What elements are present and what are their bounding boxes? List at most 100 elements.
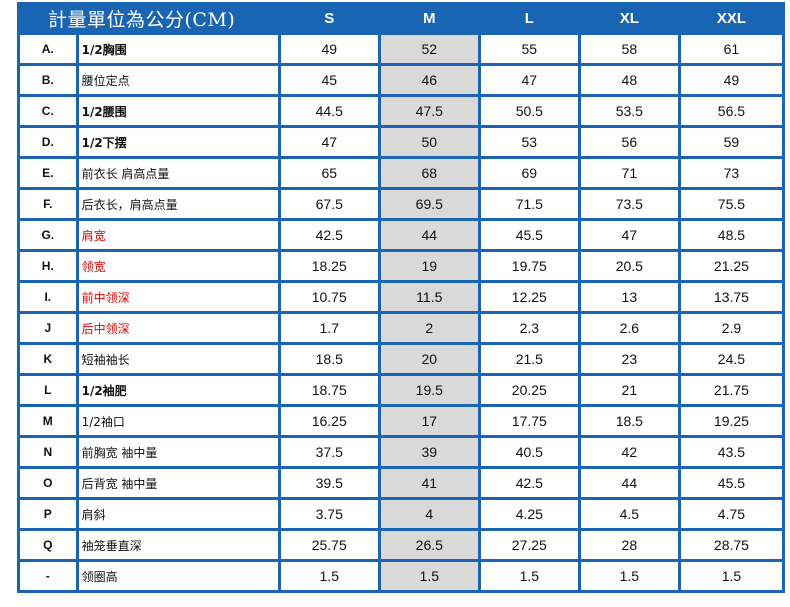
measurement-cell: 4.5 — [580, 500, 678, 528]
table-row: E. 前衣长 肩高点量 65 68 69 71 73 — [20, 159, 782, 187]
size-table: 計量單位為公分(CM) S M L XL XXL A. 1/2胸围 49 52 55 58… — [17, 2, 785, 593]
measurement-cell: 2 — [380, 314, 478, 342]
measurement-cell: 19.25 — [680, 407, 782, 435]
measurement-cell: 53.5 — [580, 97, 678, 125]
row-code: P — [20, 500, 76, 528]
row-label: 后衣长，肩高点量 — [78, 190, 278, 218]
header-row: 計量單位為公分(CM) S M L XL XXL — [20, 5, 782, 32]
measurement-cell: 2.3 — [480, 314, 578, 342]
row-code: E. — [20, 159, 76, 187]
row-code: H. — [20, 252, 76, 280]
measurement-cell: 61 — [680, 35, 782, 63]
measurement-cell: 49 — [680, 66, 782, 94]
row-code: D. — [20, 128, 76, 156]
row-label: 领圈高 — [78, 562, 278, 590]
measurement-cell: 69 — [480, 159, 578, 187]
row-code: N — [20, 438, 76, 466]
measurement-cell: 10.75 — [280, 283, 378, 311]
measurement-cell: 13 — [580, 283, 678, 311]
measurement-cell: 20 — [380, 345, 478, 373]
measurement-cell: 12.25 — [480, 283, 578, 311]
measurement-cell: 17.75 — [480, 407, 578, 435]
measurement-cell: 46 — [380, 66, 478, 94]
measurement-cell: 59 — [680, 128, 782, 156]
size-header-s: S — [280, 5, 378, 32]
measurement-cell: 13.75 — [680, 283, 782, 311]
table-row: M 1/2袖口 16.25 17 17.75 18.5 19.25 — [20, 407, 782, 435]
measurement-cell: 1.7 — [280, 314, 378, 342]
row-code: Q — [20, 531, 76, 559]
measurement-cell: 65 — [280, 159, 378, 187]
measurement-cell: 67.5 — [280, 190, 378, 218]
row-label: 前衣长 肩高点量 — [78, 159, 278, 187]
table-title: 計量單位為公分(CM) — [20, 5, 278, 32]
measurement-cell: 39 — [380, 438, 478, 466]
measurement-cell: 53 — [480, 128, 578, 156]
measurement-cell: 23 — [580, 345, 678, 373]
table-row: H. 领宽 18.25 19 19.75 20.5 21.25 — [20, 252, 782, 280]
measurement-cell: 50.5 — [480, 97, 578, 125]
measurement-cell: 58 — [580, 35, 678, 63]
row-code: C. — [20, 97, 76, 125]
row-code: B. — [20, 66, 76, 94]
measurement-cell: 68 — [380, 159, 478, 187]
row-label: 1/2腰围 — [78, 97, 278, 125]
measurement-cell: 25.75 — [280, 531, 378, 559]
table-row: L 1/2袖肥 18.75 19.5 20.25 21 21.75 — [20, 376, 782, 404]
row-code: K — [20, 345, 76, 373]
measurement-cell: 42.5 — [480, 469, 578, 497]
table-row: O 后背宽 袖中量 39.5 41 42.5 44 45.5 — [20, 469, 782, 497]
measurement-cell: 3.75 — [280, 500, 378, 528]
measurement-cell: 47 — [480, 66, 578, 94]
row-code: - — [20, 562, 76, 590]
measurement-cell: 1.5 — [280, 562, 378, 590]
row-label: 1/2袖肥 — [78, 376, 278, 404]
row-label: 肩斜 — [78, 500, 278, 528]
table-row: C. 1/2腰围 44.5 47.5 50.5 53.5 56.5 — [20, 97, 782, 125]
measurement-cell: 1.5 — [680, 562, 782, 590]
row-label: 前胸宽 袖中量 — [78, 438, 278, 466]
table-row: Q 袖笼垂直深 25.75 26.5 27.25 28 28.75 — [20, 531, 782, 559]
measurement-cell: 50 — [380, 128, 478, 156]
measurement-cell: 56.5 — [680, 97, 782, 125]
row-label: 腰位定点 — [78, 66, 278, 94]
measurement-cell: 4 — [380, 500, 478, 528]
measurement-cell: 44 — [580, 469, 678, 497]
measurement-cell: 21.25 — [680, 252, 782, 280]
row-label: 后背宽 袖中量 — [78, 469, 278, 497]
measurement-cell: 45.5 — [680, 469, 782, 497]
measurement-cell: 69.5 — [380, 190, 478, 218]
measurement-cell: 52 — [380, 35, 478, 63]
measurement-cell: 19 — [380, 252, 478, 280]
measurement-cell: 18.5 — [280, 345, 378, 373]
measurement-cell: 21.5 — [480, 345, 578, 373]
row-code: J — [20, 314, 76, 342]
table-row: I. 前中领深 10.75 11.5 12.25 13 13.75 — [20, 283, 782, 311]
row-code: O — [20, 469, 76, 497]
measurement-cell: 73.5 — [580, 190, 678, 218]
measurement-cell: 47 — [280, 128, 378, 156]
measurement-cell: 19.5 — [380, 376, 478, 404]
row-code: I. — [20, 283, 76, 311]
measurement-cell: 24.5 — [680, 345, 782, 373]
measurement-cell: 4.75 — [680, 500, 782, 528]
measurement-cell: 44 — [380, 221, 478, 249]
table-row: K 短袖袖长 18.5 20 21.5 23 24.5 — [20, 345, 782, 373]
row-label: 短袖袖长 — [78, 345, 278, 373]
table-row: N 前胸宽 袖中量 37.5 39 40.5 42 43.5 — [20, 438, 782, 466]
measurement-cell: 17 — [380, 407, 478, 435]
table-row: F. 后衣长，肩高点量 67.5 69.5 71.5 73.5 75.5 — [20, 190, 782, 218]
row-code: F. — [20, 190, 76, 218]
measurement-cell: 47.5 — [380, 97, 478, 125]
measurement-cell: 55 — [480, 35, 578, 63]
size-header-xxl: XXL — [680, 5, 782, 32]
measurement-cell: 28 — [580, 531, 678, 559]
measurement-cell: 41 — [380, 469, 478, 497]
row-code: G. — [20, 221, 76, 249]
table-row: A. 1/2胸围 49 52 55 58 61 — [20, 35, 782, 63]
measurement-cell: 18.5 — [580, 407, 678, 435]
table-row: P 肩斜 3.75 4 4.25 4.5 4.75 — [20, 500, 782, 528]
measurement-cell: 1.5 — [480, 562, 578, 590]
table-row: B. 腰位定点 45 46 47 48 49 — [20, 66, 782, 94]
measurement-cell: 56 — [580, 128, 678, 156]
